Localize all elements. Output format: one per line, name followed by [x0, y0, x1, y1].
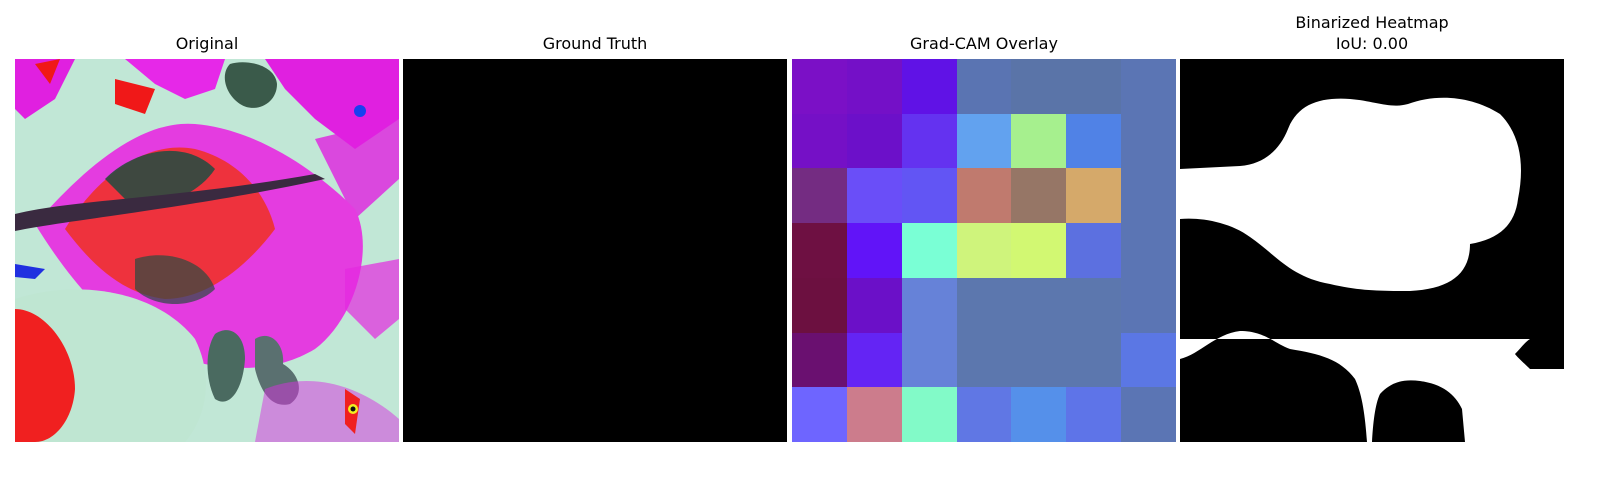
heatmap-cell	[956, 332, 1012, 388]
heatmap-cell	[901, 223, 957, 278]
heatmap-cell	[901, 332, 957, 388]
heatmap-cell	[1121, 277, 1176, 333]
binarized-title: Binarized Heatmap	[1295, 13, 1449, 32]
heatmap-cell	[901, 113, 957, 169]
heatmap-cell	[1121, 387, 1176, 442]
heatmap-cell	[1011, 223, 1067, 278]
heatmap-cell	[1066, 223, 1122, 278]
ground-truth-panel: Ground Truth	[403, 0, 787, 442]
heatmap-cell	[1066, 59, 1122, 114]
iou-label: IoU: 0.00	[1335, 34, 1409, 53]
heatmap-cell	[1011, 168, 1067, 224]
ground-truth-mask	[403, 59, 787, 442]
heatmap-cell	[956, 168, 1012, 224]
heatmap-cell	[1066, 113, 1122, 169]
heatmap-cell	[956, 59, 1012, 114]
heatmap-cell	[1121, 168, 1176, 224]
heatmap-cell	[956, 113, 1012, 169]
heatmap-cell	[1011, 277, 1067, 333]
heatmap-cell	[1121, 59, 1176, 114]
heatmap-cell	[846, 59, 902, 114]
heatmap-cell	[901, 387, 957, 442]
heatmap-cell	[792, 168, 847, 224]
heatmap-cell	[792, 223, 847, 278]
heatmap-cell	[792, 277, 847, 333]
heatmap-cell	[1011, 387, 1067, 442]
heatmap-cell	[792, 387, 847, 442]
binarized-mask	[1180, 59, 1564, 442]
gradcam-title: Grad-CAM Overlay	[910, 34, 1058, 53]
original-panel: Original	[15, 0, 399, 442]
binarized-panel: Binarized Heatmap IoU: 0.00	[1180, 0, 1564, 442]
heatmap-grid	[792, 59, 1176, 442]
heatmap-cell	[846, 113, 902, 169]
heatmap-cell	[1011, 59, 1067, 114]
heatmap-cell	[901, 168, 957, 224]
heatmap-cell	[792, 59, 847, 114]
ground-truth-title: Ground Truth	[542, 34, 648, 53]
heatmap-cell	[846, 223, 902, 278]
heatmap-cell	[956, 223, 1012, 278]
heatmap-cell	[1121, 223, 1176, 278]
heatmap-cell	[1011, 332, 1067, 388]
heatmap-cell	[792, 332, 847, 388]
heatmap-cell	[1066, 277, 1122, 333]
heatmap-cell	[1066, 168, 1122, 224]
heatmap-cell	[846, 277, 902, 333]
heatmap-cell	[846, 168, 902, 224]
heatmap-cell	[1066, 332, 1122, 388]
heatmap-cell	[901, 277, 957, 333]
heatmap-cell	[792, 113, 847, 169]
heatmap-cell	[1066, 387, 1122, 442]
heatmap-cell	[846, 332, 902, 388]
heatmap-cell	[846, 387, 902, 442]
heatmap-cell	[1011, 113, 1067, 169]
gradcam-heatmap	[792, 59, 1176, 442]
gradcam-panel: Grad-CAM Overlay	[792, 0, 1176, 442]
heatmap-cell	[956, 277, 1012, 333]
heatmap-cell	[1121, 332, 1176, 388]
heatmap-cell	[1121, 113, 1176, 169]
original-title: Original	[175, 34, 239, 53]
heatmap-cell	[956, 387, 1012, 442]
heatmap-cell	[901, 59, 957, 114]
original-image	[15, 59, 399, 442]
